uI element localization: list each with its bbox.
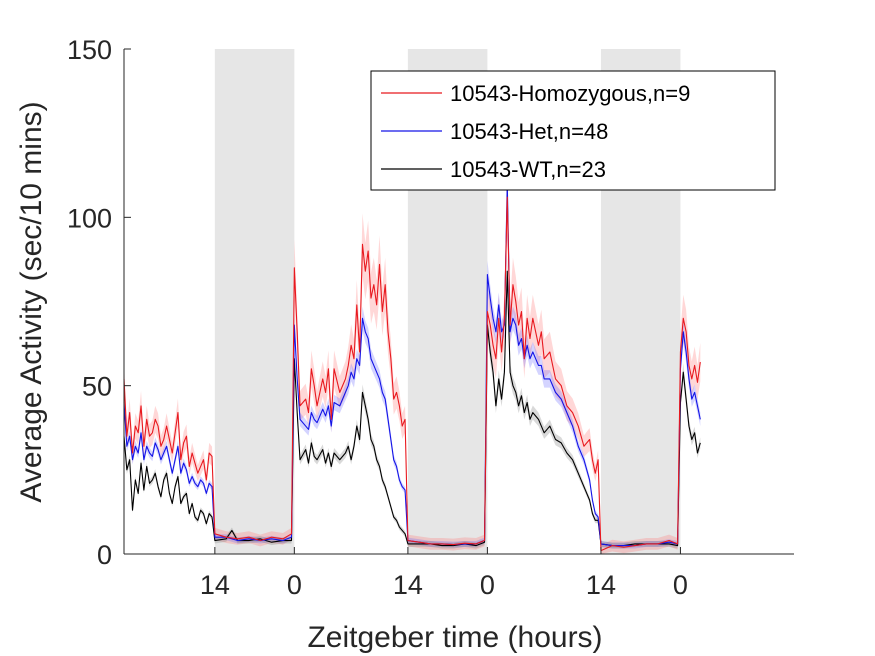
series-line-3 [123, 270, 701, 547]
x-tick-label: 0 [480, 570, 495, 600]
y-tick-label: 100 [67, 203, 112, 233]
y-tick-label: 0 [97, 540, 112, 570]
legend: 10543-Homozygous,n=9 10543-Het,n=48 10543-… [370, 70, 776, 191]
series-line-1 [123, 196, 701, 552]
y-tick-label: 50 [82, 372, 112, 402]
legend-label-1: 10543-Homozygous,n=9 [450, 81, 690, 106]
x-tick-label: 14 [200, 570, 230, 600]
axes [123, 49, 794, 555]
y-axis-title: Average Activity (sec/10 mins) [15, 101, 48, 502]
x-tick-label: 0 [287, 570, 302, 600]
x-tick-label: 0 [673, 570, 688, 600]
x-ticks: 14 0 14 0 14 0 [200, 547, 688, 600]
series-line-2 [123, 183, 701, 547]
x-tick-label: 14 [393, 570, 423, 600]
y-tick-label: 150 [67, 35, 112, 65]
legend-label-3: 10543-WT,n=23 [450, 157, 606, 182]
x-axis-title: Zeitgeber time (hours) [307, 621, 602, 654]
legend-entries: 10543-Homozygous,n=9 10543-Het,n=48 10543-… [381, 81, 690, 182]
x-tick-label: 14 [586, 570, 616, 600]
y-ticks: 0 50 100 150 [67, 35, 131, 570]
series-lines [123, 183, 701, 552]
legend-label-2: 10543-Het,n=48 [450, 119, 608, 144]
dark-period-1 [214, 49, 295, 554]
